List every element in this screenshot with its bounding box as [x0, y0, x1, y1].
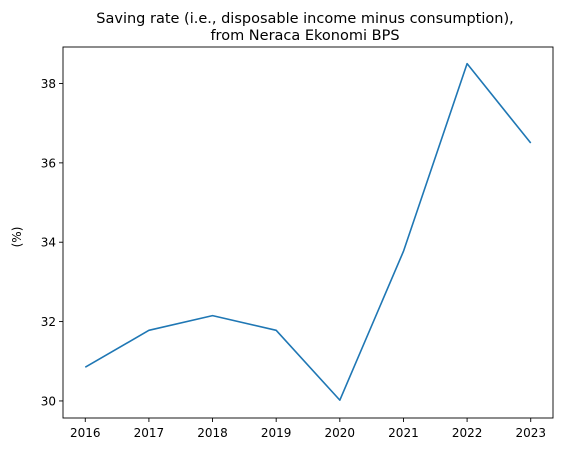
x-tick-label-2020: 2020	[325, 426, 356, 440]
x-tick-label-2022: 2022	[452, 426, 483, 440]
y-tick-label-36: 36	[41, 156, 56, 170]
x-tick-label-2021: 2021	[388, 426, 419, 440]
x-tick-label-2017: 2017	[134, 426, 165, 440]
plot-area: 2016 2017 2018 2019 2020 2021 2022 2023 30 32 34 36…	[41, 46, 554, 440]
x-tick-label-2018: 2018	[197, 426, 228, 440]
y-axis-label: (%)	[10, 227, 24, 248]
y-tick-label-34: 34	[41, 236, 56, 250]
chart-title-line-1: Saving rate (i.e., disposable income min…	[96, 11, 513, 27]
y-tick-label-38: 38	[41, 77, 56, 91]
x-tick-label-2019: 2019	[261, 426, 292, 440]
series-line-0	[84, 62, 532, 401]
y-tick-label-32: 32	[41, 315, 56, 329]
chart-title-line-2: from Neraca Ekonomi BPS	[210, 28, 399, 44]
x-tick-label-2023: 2023	[515, 426, 546, 440]
y-tick-label-30: 30	[41, 394, 56, 408]
plot-frame	[62, 46, 554, 419]
x-tick-label-2016: 2016	[70, 426, 101, 440]
